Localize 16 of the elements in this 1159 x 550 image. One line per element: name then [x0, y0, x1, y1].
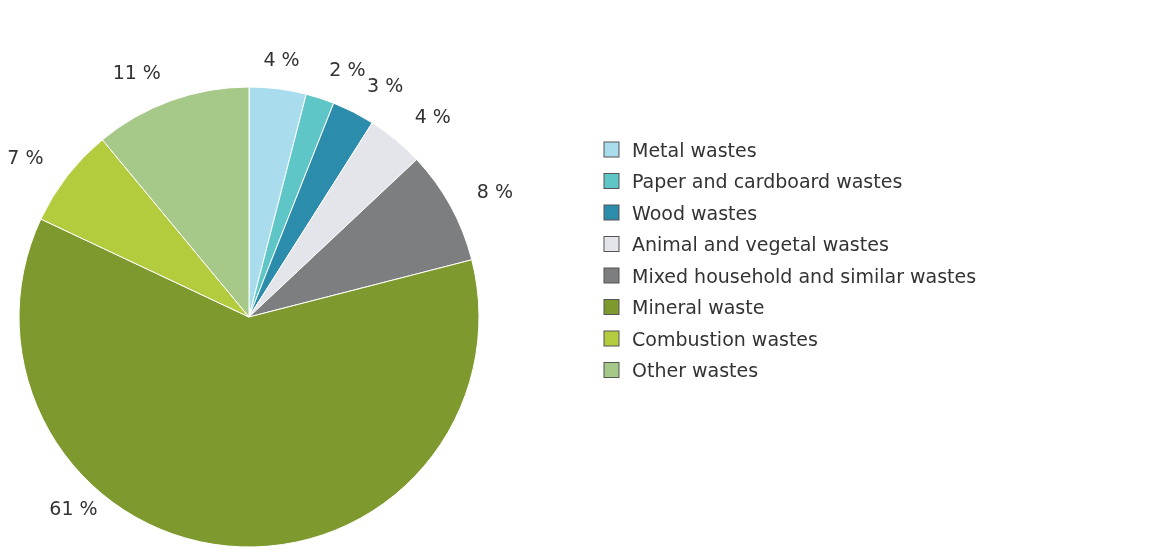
data-label: 2 %	[329, 58, 366, 81]
data-label: 61 %	[49, 497, 98, 520]
legend-label: Wood wastes	[632, 201, 758, 224]
data-label: 4 %	[414, 105, 451, 128]
legend-label: Paper and cardboard wastes	[632, 170, 903, 193]
legend-label: Combustion wastes	[632, 327, 818, 350]
data-label: 7 %	[7, 146, 44, 169]
legend-label: Metal wastes	[632, 138, 757, 161]
data-label: 3 %	[367, 73, 404, 96]
data-label: 4 %	[263, 47, 300, 70]
legend-label: Mixed household and similar wastes	[632, 264, 977, 287]
legend-label: Other wastes	[632, 359, 759, 382]
legend-label: Mineral waste	[632, 296, 765, 319]
legend-label: Animal and vegetal wastes	[632, 233, 889, 256]
data-label: 8 %	[476, 180, 514, 203]
data-label: 11 %	[112, 61, 161, 84]
